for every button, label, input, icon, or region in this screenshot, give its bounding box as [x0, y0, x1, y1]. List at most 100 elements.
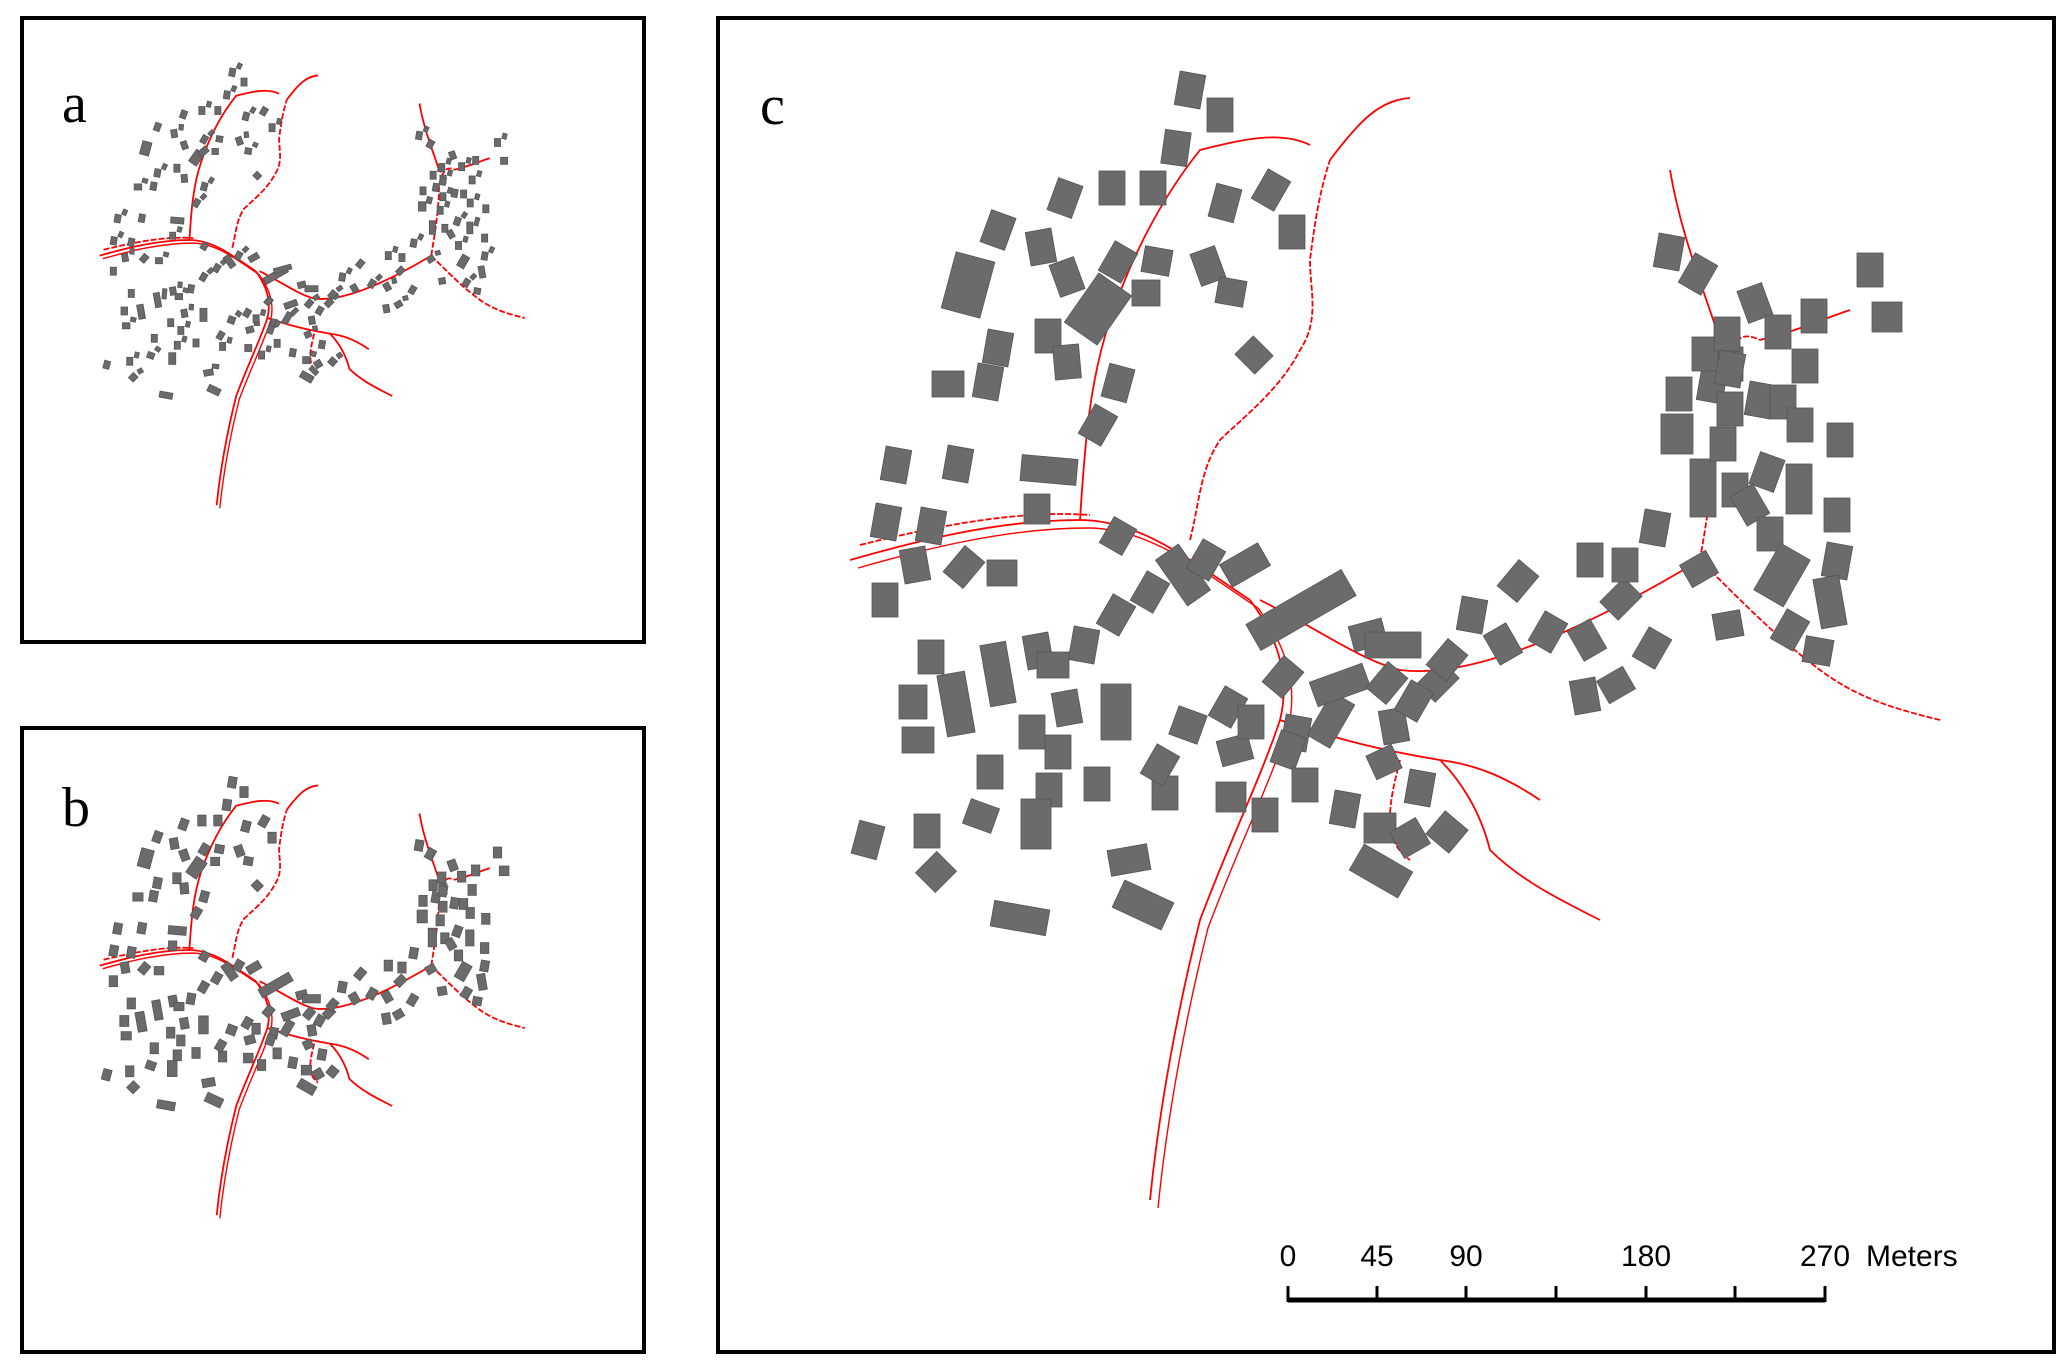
building [391, 1007, 406, 1021]
building [979, 209, 1017, 251]
building [436, 205, 444, 215]
building [1631, 626, 1673, 670]
building [1129, 570, 1171, 614]
building [456, 253, 471, 270]
building [179, 882, 190, 895]
building [303, 329, 313, 340]
building [256, 1059, 267, 1071]
building [136, 921, 148, 935]
building [251, 1022, 261, 1035]
building [174, 293, 184, 300]
building [473, 216, 481, 227]
building [136, 367, 145, 375]
building [413, 838, 425, 853]
building [314, 305, 325, 317]
road-line [859, 513, 1091, 546]
building [267, 831, 277, 844]
building [335, 284, 344, 293]
building [1261, 655, 1305, 699]
building [1348, 843, 1414, 899]
building [481, 912, 491, 925]
building [345, 266, 353, 275]
building [435, 914, 445, 927]
building [913, 813, 941, 849]
building [226, 336, 233, 344]
building [1024, 227, 1058, 267]
building [393, 973, 408, 989]
building [449, 896, 461, 910]
building [1036, 651, 1070, 679]
settlement-map-c [849, 70, 1941, 1209]
building [312, 358, 324, 370]
building [170, 216, 185, 225]
building [241, 307, 253, 319]
building [138, 252, 150, 264]
building [941, 444, 975, 484]
building [180, 173, 189, 184]
building [126, 356, 134, 366]
building [936, 670, 976, 738]
building [462, 235, 469, 243]
settlement-map-b [99, 775, 526, 1219]
building [441, 223, 449, 233]
building [850, 819, 886, 861]
building [243, 131, 250, 139]
building [1067, 625, 1101, 665]
building [971, 362, 1005, 402]
building [428, 220, 436, 235]
building [249, 106, 257, 115]
building [460, 189, 468, 199]
building [1291, 767, 1319, 803]
building [1736, 282, 1774, 324]
building [133, 351, 141, 359]
road-line [418, 813, 440, 881]
building [336, 980, 348, 994]
road-line [188, 799, 280, 951]
building [199, 192, 208, 201]
building [365, 986, 379, 1002]
road-line [1329, 97, 1411, 161]
building [498, 865, 510, 877]
building [226, 775, 238, 789]
building [437, 871, 447, 884]
building [1077, 403, 1119, 447]
road-line [430, 254, 526, 319]
building [167, 925, 188, 936]
building [335, 351, 344, 360]
building [301, 1038, 315, 1051]
road-line [309, 333, 319, 374]
building [258, 105, 270, 117]
building [1713, 349, 1747, 389]
building [119, 1015, 130, 1027]
road-line [231, 809, 288, 959]
building [397, 961, 407, 974]
map-layer [99, 775, 526, 1219]
building [306, 1023, 318, 1037]
building [1689, 458, 1717, 518]
building [206, 266, 215, 275]
building [242, 855, 254, 867]
building [1786, 407, 1814, 443]
building [244, 344, 253, 352]
building [898, 545, 932, 585]
building [1100, 683, 1132, 741]
building [176, 1034, 186, 1047]
building [303, 298, 315, 310]
building [152, 121, 163, 133]
building [1139, 170, 1167, 206]
building [166, 1026, 176, 1039]
building [1251, 797, 1279, 833]
building [374, 273, 383, 282]
building [317, 339, 327, 350]
building [1812, 574, 1848, 630]
building [1218, 542, 1272, 588]
building [457, 870, 467, 883]
building [252, 314, 260, 324]
building [273, 319, 282, 328]
building [438, 176, 448, 187]
building [1388, 816, 1432, 860]
building [427, 927, 437, 948]
building [940, 251, 996, 319]
road-line [1699, 559, 1941, 721]
road-line [286, 784, 319, 811]
